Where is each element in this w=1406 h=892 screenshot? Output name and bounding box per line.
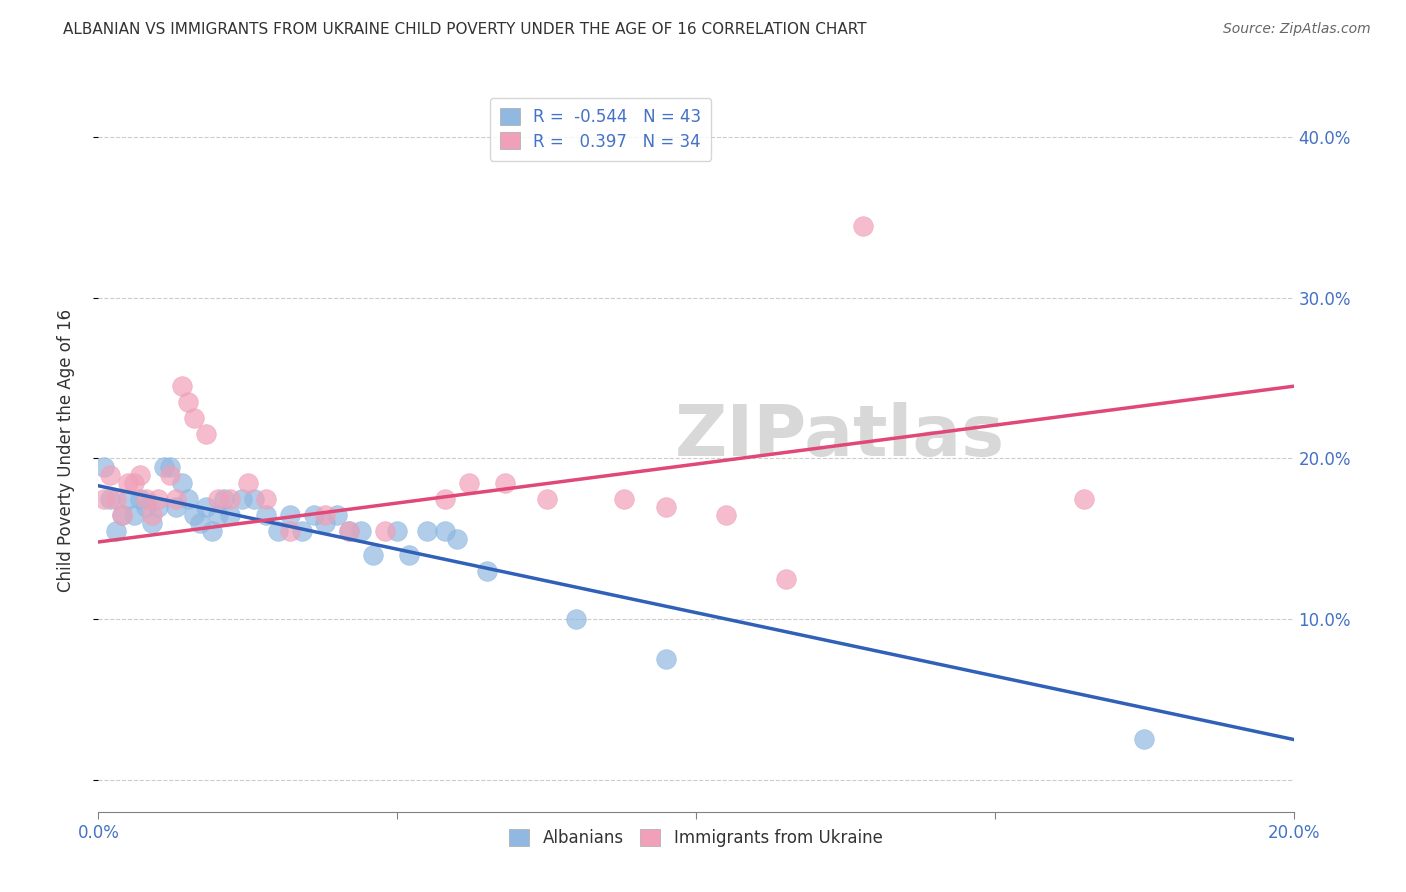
- Point: [117, 491, 139, 506]
- Point: [219, 491, 242, 506]
- Point: [326, 508, 349, 522]
- Point: [231, 491, 253, 506]
- Point: [475, 564, 498, 578]
- Point: [183, 508, 205, 522]
- Point: [93, 491, 115, 506]
- Point: [243, 491, 266, 506]
- Point: [195, 427, 218, 442]
- Text: Source: ZipAtlas.com: Source: ZipAtlas.com: [1223, 22, 1371, 37]
- Point: [159, 467, 181, 482]
- Point: [536, 491, 558, 506]
- Text: ALBANIAN VS IMMIGRANTS FROM UKRAINE CHILD POVERTY UNDER THE AGE OF 16 CORRELATIO: ALBANIAN VS IMMIGRANTS FROM UKRAINE CHIL…: [63, 22, 868, 37]
- Point: [124, 508, 146, 522]
- Point: [374, 524, 396, 538]
- Text: ZIPatlas: ZIPatlas: [675, 401, 1004, 470]
- Point: [655, 652, 678, 666]
- Point: [148, 491, 170, 506]
- Point: [165, 491, 187, 506]
- Point: [111, 508, 134, 522]
- Point: [1073, 491, 1095, 506]
- Point: [278, 524, 301, 538]
- Point: [165, 500, 187, 514]
- Point: [446, 532, 468, 546]
- Point: [148, 500, 170, 514]
- Point: [98, 467, 122, 482]
- Point: [613, 491, 636, 506]
- Point: [315, 516, 337, 530]
- Point: [565, 612, 588, 626]
- Point: [714, 508, 737, 522]
- Point: [201, 524, 224, 538]
- Point: [153, 459, 176, 474]
- Point: [775, 572, 797, 586]
- Point: [254, 508, 277, 522]
- Point: [236, 475, 259, 490]
- Point: [117, 475, 139, 490]
- Point: [278, 508, 301, 522]
- Point: [177, 395, 200, 409]
- Point: [135, 491, 157, 506]
- Point: [124, 475, 146, 490]
- Point: [159, 459, 181, 474]
- Point: [655, 500, 678, 514]
- Point: [105, 491, 128, 506]
- Point: [135, 500, 157, 514]
- Point: [494, 475, 516, 490]
- Point: [212, 491, 235, 506]
- Point: [188, 516, 211, 530]
- Point: [183, 411, 205, 425]
- Point: [141, 516, 163, 530]
- Point: [339, 524, 361, 538]
- Point: [434, 491, 457, 506]
- Point: [219, 508, 242, 522]
- Point: [105, 524, 128, 538]
- Point: [195, 500, 218, 514]
- Point: [1133, 732, 1156, 747]
- Point: [141, 508, 163, 522]
- Point: [291, 524, 314, 538]
- Point: [350, 524, 373, 538]
- Point: [416, 524, 439, 538]
- Point: [434, 524, 457, 538]
- Point: [315, 508, 337, 522]
- Point: [111, 508, 134, 522]
- Point: [207, 508, 229, 522]
- Point: [93, 459, 115, 474]
- Point: [302, 508, 325, 522]
- Point: [363, 548, 385, 562]
- Point: [254, 491, 277, 506]
- Point: [852, 219, 875, 233]
- Point: [339, 524, 361, 538]
- Point: [98, 491, 122, 506]
- Y-axis label: Child Poverty Under the Age of 16: Child Poverty Under the Age of 16: [56, 309, 75, 592]
- Point: [172, 475, 194, 490]
- Point: [267, 524, 290, 538]
- Point: [129, 491, 152, 506]
- Point: [172, 379, 194, 393]
- Legend: Albanians, Immigrants from Ukraine: Albanians, Immigrants from Ukraine: [502, 822, 890, 854]
- Point: [398, 548, 420, 562]
- Point: [129, 467, 152, 482]
- Point: [458, 475, 481, 490]
- Point: [207, 491, 229, 506]
- Point: [385, 524, 409, 538]
- Point: [177, 491, 200, 506]
